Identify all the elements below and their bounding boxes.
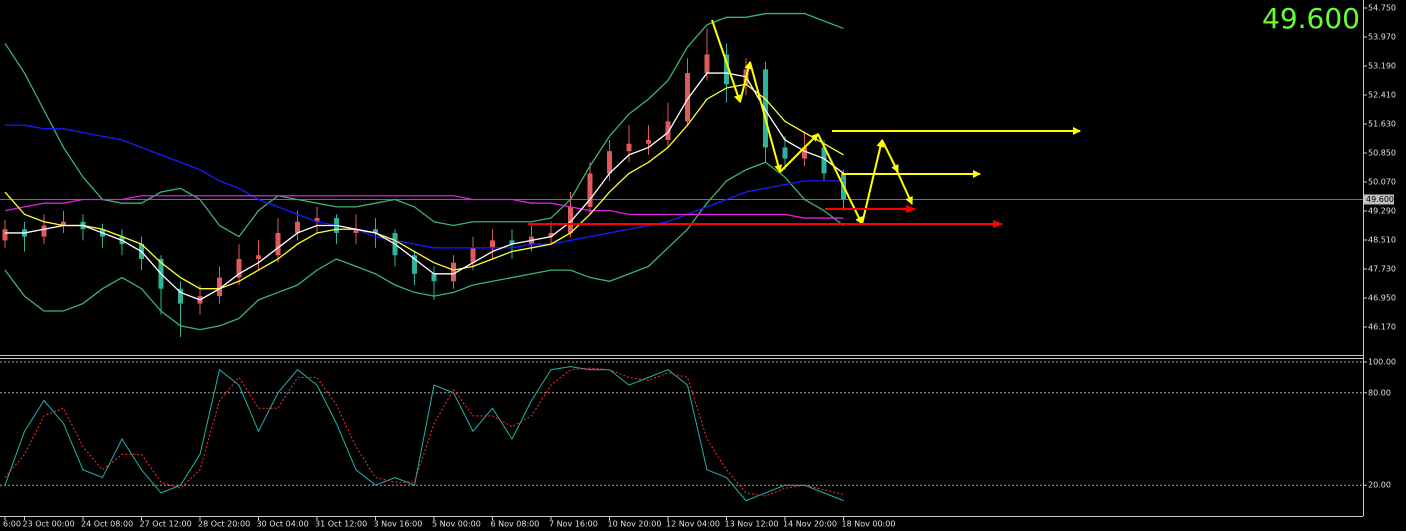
plot: 54.750 53.970 53.190 52.410 51.630 50.850 50.0… <box>0 3 1396 529</box>
x-tick-label: 18 Nov 00:00 <box>842 520 896 529</box>
last-price-tag <box>1364 194 1394 205</box>
candle-body <box>470 247 476 263</box>
y-tick-label: 46.950 <box>1368 294 1396 303</box>
indicator-line <box>5 72 844 301</box>
x-tick-label: 5 Nov 00:00 <box>432 520 481 529</box>
x-tick-label: 23 Oct 00:00 <box>23 520 75 529</box>
y-tick-label: 20.00 <box>1368 481 1391 490</box>
candle-body <box>685 73 690 122</box>
candle-body <box>295 221 300 233</box>
oscillator-line <box>4 367 844 497</box>
x-tick-label: 6:00 <box>3 520 21 529</box>
current-price-big: 49.600 <box>1262 2 1360 35</box>
candle-body <box>607 151 612 174</box>
candle-body <box>665 121 671 140</box>
candle-body <box>646 139 651 144</box>
x-tick-label: 13 Nov 12:00 <box>725 520 779 529</box>
x-tick-label: 14 Nov 20:00 <box>783 520 837 529</box>
x-tick-label: 10 Nov 20:00 <box>608 520 662 529</box>
candle-body <box>2 229 8 241</box>
candle-body <box>314 218 320 222</box>
x-tick-label: 31 Oct 12:00 <box>315 520 367 529</box>
candle-body <box>587 173 593 207</box>
arrow <box>711 19 742 103</box>
candle-body <box>548 232 554 237</box>
candle-body <box>802 147 807 159</box>
x-tick-label: 27 Oct 12:00 <box>140 520 192 529</box>
candle-body <box>217 277 222 297</box>
indicator-line <box>4 12 844 238</box>
candle-body <box>236 258 242 278</box>
y-tick-label: 80.00 <box>1368 388 1391 397</box>
x-tick-label: 28 Oct 20:00 <box>198 520 250 529</box>
y-tick-label: 54.750 <box>1368 3 1396 12</box>
candle-body <box>275 232 281 256</box>
arrow <box>891 159 913 205</box>
candle-body <box>353 229 359 233</box>
indicator-line <box>5 124 844 249</box>
y-tick-label: 53.970 <box>1368 32 1396 41</box>
x-tick-label: 24 Oct 08:00 <box>81 520 133 529</box>
candle-body <box>373 229 378 233</box>
last-price-tag-label: 49.600 <box>1366 195 1394 204</box>
indicator-line <box>4 83 844 290</box>
candle-body <box>490 240 495 248</box>
y-tick-label: 51.630 <box>1368 119 1396 128</box>
y-tick-label: 53.190 <box>1368 61 1396 70</box>
arrow <box>779 133 819 173</box>
candle-body <box>509 240 515 245</box>
candle-body <box>412 255 417 274</box>
candle-body <box>431 273 437 282</box>
candle-body <box>178 288 183 304</box>
x-tick-label: 6 Nov 08:00 <box>491 520 540 529</box>
candle-body <box>451 262 456 282</box>
candle-body <box>61 221 66 226</box>
x-tick-label: 30 Oct 04:00 <box>257 520 309 529</box>
arrow <box>749 61 783 173</box>
annotations <box>528 19 1081 228</box>
y-tick-label: 47.730 <box>1368 265 1396 274</box>
candle-body <box>568 206 573 233</box>
x-tick-label: 3 Nov 16:00 <box>374 520 423 529</box>
candle-body <box>782 147 788 159</box>
y-tick-label: 50.070 <box>1368 177 1396 186</box>
y-tick-label: 49.290 <box>1368 206 1396 215</box>
x-tick-label: 12 Nov 04:00 <box>666 520 720 529</box>
candle-body <box>704 54 710 74</box>
y-tick-label: 46.170 <box>1368 323 1396 332</box>
y-tick-label: 48.510 <box>1368 236 1396 245</box>
y-tick-label: 100.00 <box>1368 358 1396 367</box>
candle-body <box>763 69 768 148</box>
candle-body <box>41 225 47 237</box>
y-tick-label: 50.850 <box>1368 148 1396 157</box>
candle-body <box>626 143 632 152</box>
y-tick-label: 52.410 <box>1368 90 1396 99</box>
oscillator-line <box>4 366 844 502</box>
candle-body <box>821 147 827 174</box>
arrow <box>739 61 753 103</box>
candle-body <box>256 255 261 259</box>
x-tick-label: 7 Nov 16:00 <box>549 520 598 529</box>
indicator-line <box>4 195 844 219</box>
candle-body <box>724 54 729 85</box>
